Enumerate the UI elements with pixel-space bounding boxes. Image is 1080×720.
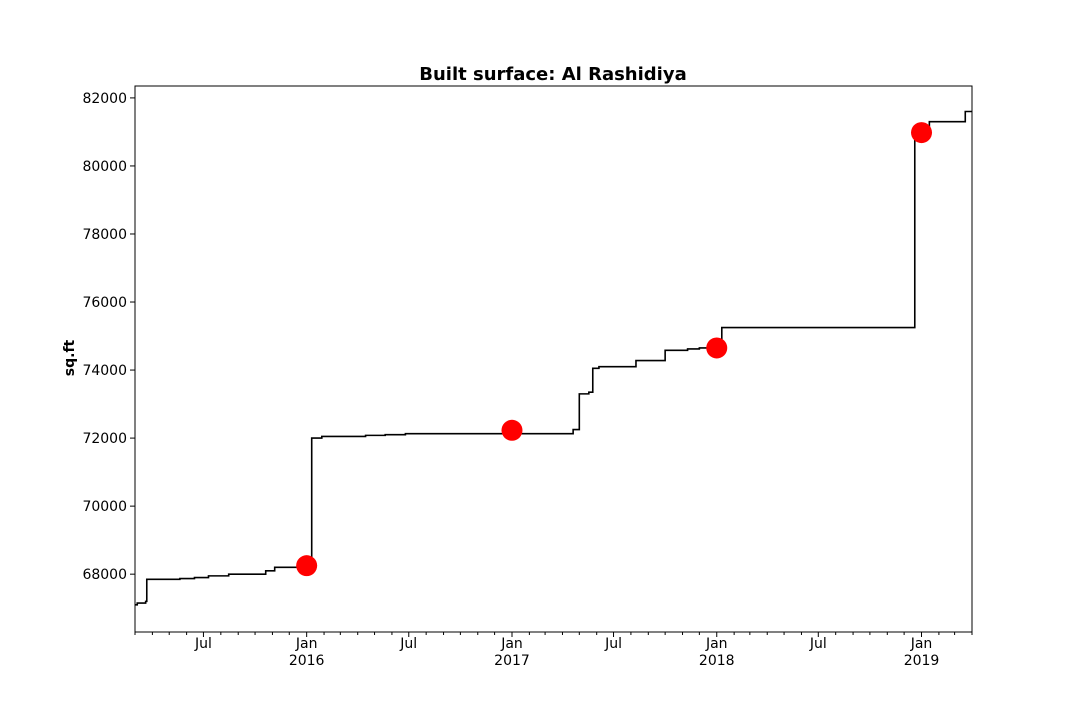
y-axis-label: sq.ft — [62, 339, 78, 376]
data-point-marker — [706, 337, 728, 359]
x-tick-label: Jul — [809, 636, 827, 652]
chart-title: Built surface: Al Rashidiya — [419, 64, 686, 85]
x-tick-year-label: 2018 — [699, 653, 735, 669]
x-tick-label: Jul — [604, 636, 622, 652]
data-point-marker — [501, 419, 523, 441]
y-tick-label: 68000 — [82, 567, 127, 583]
plot-area — [135, 110, 972, 606]
y-tick-label: 78000 — [82, 227, 127, 243]
x-tick-label: Jul — [399, 636, 417, 652]
y-tick-label: 82000 — [82, 91, 127, 107]
y-tick-label: 70000 — [82, 499, 127, 515]
x-tick-label: Jan — [500, 636, 523, 652]
x-tick-label: Jan — [705, 636, 728, 652]
x-tick-year-label: 2016 — [289, 653, 325, 669]
x-tick-label: Jul — [194, 636, 212, 652]
x-tick-label: Jan — [910, 636, 933, 652]
x-tick-label: Jan — [295, 636, 318, 652]
data-point-marker — [296, 555, 318, 577]
y-tick-label: 72000 — [82, 431, 127, 447]
y-axis: 68000 70000 72000 74000 76000 78000 80000 82000 — [82, 91, 135, 583]
y-tick-label: 74000 — [82, 363, 127, 379]
y-tick-label: 76000 — [82, 295, 127, 311]
y-tick-label: 80000 — [82, 159, 127, 175]
series-line — [135, 110, 972, 606]
data-point-marker — [911, 122, 933, 144]
plot-frame — [134, 85, 973, 633]
x-tick-year-label: 2019 — [904, 653, 940, 669]
x-tick-year-label: 2017 — [494, 653, 530, 669]
